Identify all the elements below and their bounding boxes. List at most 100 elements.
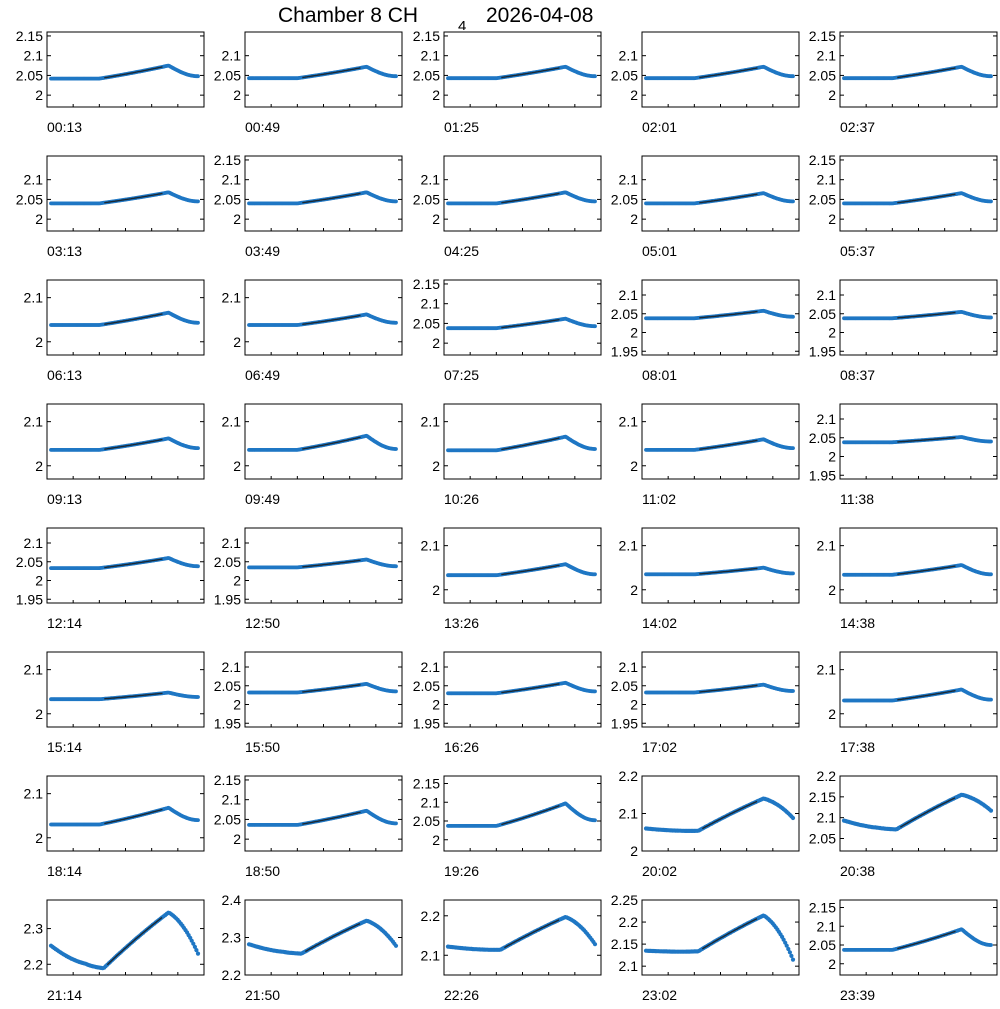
y-tick-label: 2.05 [611,67,638,83]
subplot-time-label: 03:13 [47,243,82,259]
axes-box [443,31,602,108]
y-tick-label: 2.1 [24,48,44,64]
data-point [196,199,200,204]
data-point [394,689,398,694]
subplot-0649: 22.106:49 [222,279,403,383]
subplot-time-label: 09:49 [245,491,280,507]
data-point [791,571,795,576]
subplot-time-label: 00:49 [245,119,280,135]
fit-line [302,684,361,693]
data-point [394,320,398,325]
y-tick-label: 2.1 [24,172,44,188]
y-tick-label: 2.1 [619,414,639,430]
fit-line [897,193,956,204]
subplot-time-label: 08:01 [642,367,677,383]
y-tick-label: 2.15 [413,276,440,292]
y-tick-label: 2 [233,87,241,103]
subplot-time-label: 14:02 [642,615,677,631]
y-tick-label: 2 [233,697,241,713]
y-tick-label: 2 [630,458,638,474]
y-tick-label: 2.05 [16,67,43,83]
y-tick-label: 2 [35,458,43,474]
fit-line [897,67,956,79]
subplot-time-label: 00:13 [47,119,82,135]
axes-box [839,155,998,232]
y-tick-label: 2.05 [413,315,440,331]
fit-line [302,314,361,326]
y-tick-label: 2 [432,458,440,474]
data-point [196,74,200,79]
y-tick-label: 1.95 [809,343,836,359]
y-tick-label: 2.1 [619,287,639,303]
data-point [989,572,993,577]
subplot-time-label: 17:02 [642,739,677,755]
data-point [791,199,795,204]
data-point [593,689,597,694]
data-point [196,320,200,325]
y-tick-label: 2.1 [24,290,44,306]
axes-box [443,527,602,604]
subplot-time-label: 11:38 [840,491,874,507]
subplot-0313: 2 2.05 2.1 03:13 [16,155,205,259]
data-point [196,446,200,450]
data-point [593,447,597,451]
subplot-time-label: 06:13 [47,367,82,383]
chart-title-date: 2026-04-08 [486,4,593,27]
y-tick-label: 2 [35,211,43,227]
y-tick-label: 2.1 [619,48,639,64]
subplot-time-label: 15:14 [47,739,82,755]
y-tick-label: 1.95 [809,467,836,483]
y-tick-label: 2.05 [214,678,241,694]
y-tick-label: 2.1 [421,538,441,554]
fit-line [302,67,361,79]
y-tick-label: 1.95 [611,343,638,359]
y-tick-label: 2.05 [16,191,43,207]
y-tick-label: 2.05 [809,306,836,322]
y-tick-label: 2.1 [24,662,44,678]
subplot-time-label: 07:25 [444,367,479,383]
y-tick-label: 2 [233,458,241,474]
subplot-time-label: 14:38 [840,615,875,631]
y-tick-label: 2 [630,325,638,341]
subplot-1738: 22.117:38 [817,651,998,755]
subplot-0613: 22.106:13 [24,279,205,383]
y-tick-label: 2.1 [421,659,441,675]
subplot-1402: 22.114:02 [619,527,800,631]
subplot-time-label: 15:50 [245,739,280,755]
y-tick-label: 2.1 [619,659,639,675]
subplot-0949: 22.109:49 [222,403,403,507]
fit-line [501,318,560,329]
y-tick-label: 2.1 [817,538,837,554]
data-point [989,439,993,444]
y-tick-label: 2 [35,87,43,103]
fit-line [501,192,560,204]
y-tick-label: 2.15 [214,152,241,168]
data-point [196,695,200,699]
y-tick-label: 2 [828,582,836,598]
subplot-time-label: 09:13 [47,491,82,507]
y-tick-label: 2.15 [809,152,836,168]
subplot-time-label: 11:02 [642,491,676,507]
y-tick-label: 1.95 [413,715,440,731]
y-tick-label: 2.05 [809,191,836,207]
subplot-1438: 2 2.1 14:38 [817,527,998,631]
y-tick-label: 2.1 [222,659,242,675]
subplot-time-label: 08:37 [840,367,875,383]
axes-box [641,155,800,232]
subplot-0425: 22.052.104:25 [413,155,602,259]
y-tick-label: 2.1 [24,414,44,430]
data-point [394,199,398,204]
axes-box [244,155,403,232]
data-point [791,446,795,450]
y-tick-label: 2.05 [611,678,638,694]
data-point [593,324,597,329]
